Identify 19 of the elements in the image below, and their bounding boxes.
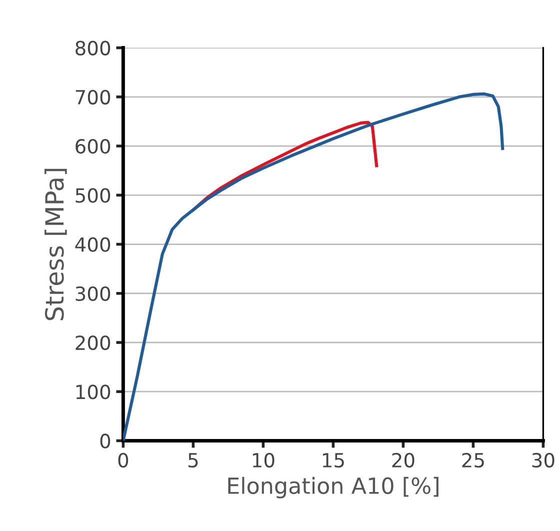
line-series (123, 92, 504, 441)
x-tick-label: 20 (392, 452, 414, 468)
y-tick-label: 600 (76, 138, 110, 154)
x-tick-label: 5 (188, 453, 198, 468)
y-tick-label: 300 (76, 286, 110, 302)
y-tick-label: 800 (76, 40, 110, 56)
x-axis-title: Elongation A10 [%] (228, 476, 438, 498)
x-tick-label: 30 (532, 452, 554, 468)
y-tick-label: 0 (100, 434, 110, 448)
y-tick-label: 700 (76, 90, 110, 105)
x-tick-label: 10 (252, 452, 274, 468)
x-tick-label: 25 (462, 452, 484, 468)
y-tick-label: 400 (75, 237, 110, 252)
x-tick-label: 0 (118, 452, 128, 468)
y-axis-title: Stress [MPa] (44, 168, 67, 320)
y-tick-label: 500 (76, 188, 110, 203)
y-tick-label: 200 (76, 335, 110, 350)
y-tick-label: 100 (76, 384, 110, 400)
x-tick-label: 15 (322, 453, 344, 468)
